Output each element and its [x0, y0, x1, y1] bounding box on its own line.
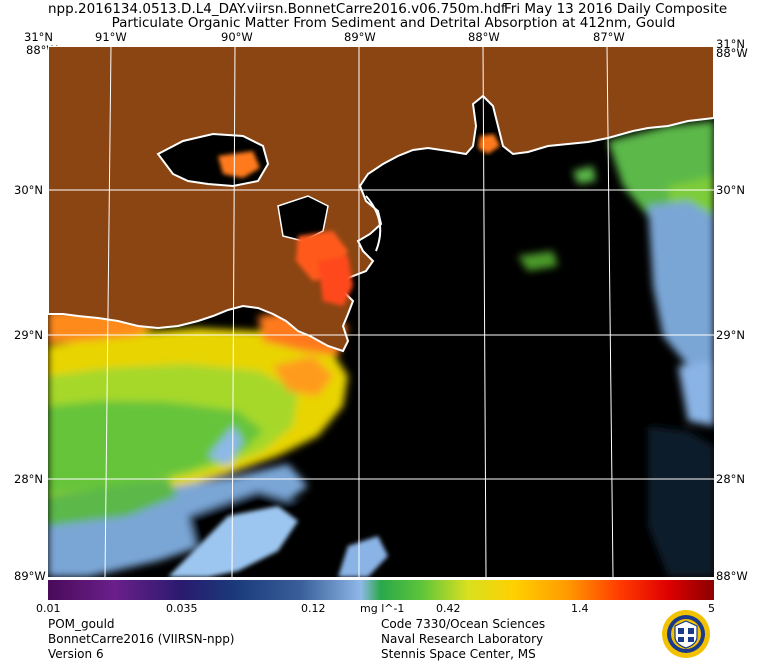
- corner-lon-top-right: 88°W: [716, 46, 748, 60]
- lake-pontchartrain-sediment: [218, 151, 260, 178]
- delta-plume: [318, 256, 353, 306]
- corner-bottom-right: 88°W: [716, 569, 748, 583]
- colorbar-tick-5: 5: [708, 602, 715, 615]
- lat-tick-29n-left: 29°N: [14, 328, 43, 342]
- graticule: [48, 46, 714, 577]
- lon-tick-91w: 91°W: [95, 30, 127, 44]
- grid-lon-91w: [104, 46, 112, 577]
- footer-region: BonnetCarre2016 (VIIRSN-npp): [48, 632, 235, 646]
- colorbar-gradient: [48, 580, 714, 600]
- grid-lon-88w: [482, 46, 487, 577]
- lat-tick-29n-right: 29°N: [716, 328, 745, 342]
- lon-tick-89w: 89°W: [344, 30, 376, 44]
- footer-product-name: POM_gould: [48, 617, 115, 631]
- colorbar-unit: mg l^-1: [360, 602, 405, 615]
- colorbar-tick-0: 0.01: [36, 602, 61, 615]
- lon-tick-90w: 90°W: [221, 30, 253, 44]
- filename-label: npp.2016134.0513.D.L4_DAY.viirsn.BonnetC…: [48, 1, 506, 17]
- lat-tick-28n-left: 28°N: [14, 472, 43, 486]
- corner-lat-top-right: 31°N: [716, 37, 745, 51]
- lat-tick-28n-right: 28°N: [716, 472, 745, 486]
- colorbar-tick-2: 0.12: [301, 602, 326, 615]
- chandeleur-islands: [365, 195, 382, 252]
- ocean-data-southwest: [168, 506, 388, 577]
- corner-bottom-left: 89°W: [14, 569, 46, 583]
- map-svg: [48, 46, 714, 577]
- footer-code: Code 7330/Ocean Sciences: [381, 617, 546, 631]
- land-mass: [48, 46, 714, 353]
- header-line: npp.2016134.0513.D.L4_DAY.viirsn.BonnetC…: [48, 2, 762, 17]
- footer-version: Version 6: [48, 647, 104, 661]
- lat-tick-30n-left: 30°N: [14, 183, 43, 197]
- colorbar-tick-1: 0.035: [166, 602, 198, 615]
- footer-right: Code 7330/Ocean Sciences Naval Research …: [381, 617, 545, 662]
- product-title: Particulate Organic Matter From Sediment…: [111, 15, 676, 31]
- lat-tick-30n-right: 30°N: [716, 183, 745, 197]
- corner-lat-top-left: 31°N: [24, 30, 53, 44]
- nrl-seal-icon: [662, 610, 710, 658]
- grid-lon-87w: [606, 46, 614, 577]
- satellite-map: [48, 46, 714, 577]
- colorbar-tick-4: 1.4: [571, 602, 589, 615]
- footer-left: POM_gould BonnetCarre2016 (VIIRSN-npp) V…: [48, 617, 235, 662]
- footer-location: Stennis Space Center, MS: [381, 647, 536, 661]
- date-label: Fri May 13 2016 Daily Composite: [504, 1, 728, 17]
- lon-tick-87w: 87°W: [593, 30, 625, 44]
- footer-lab: Naval Research Laboratory: [381, 632, 544, 646]
- ocean-data-east: [518, 121, 714, 577]
- lake-borgne: [277, 195, 329, 242]
- lon-tick-88w: 88°W: [468, 30, 500, 44]
- grid-lon-90w: [231, 46, 236, 577]
- colorbar: [48, 580, 714, 600]
- colorbar-tick-3: 0.42: [436, 602, 461, 615]
